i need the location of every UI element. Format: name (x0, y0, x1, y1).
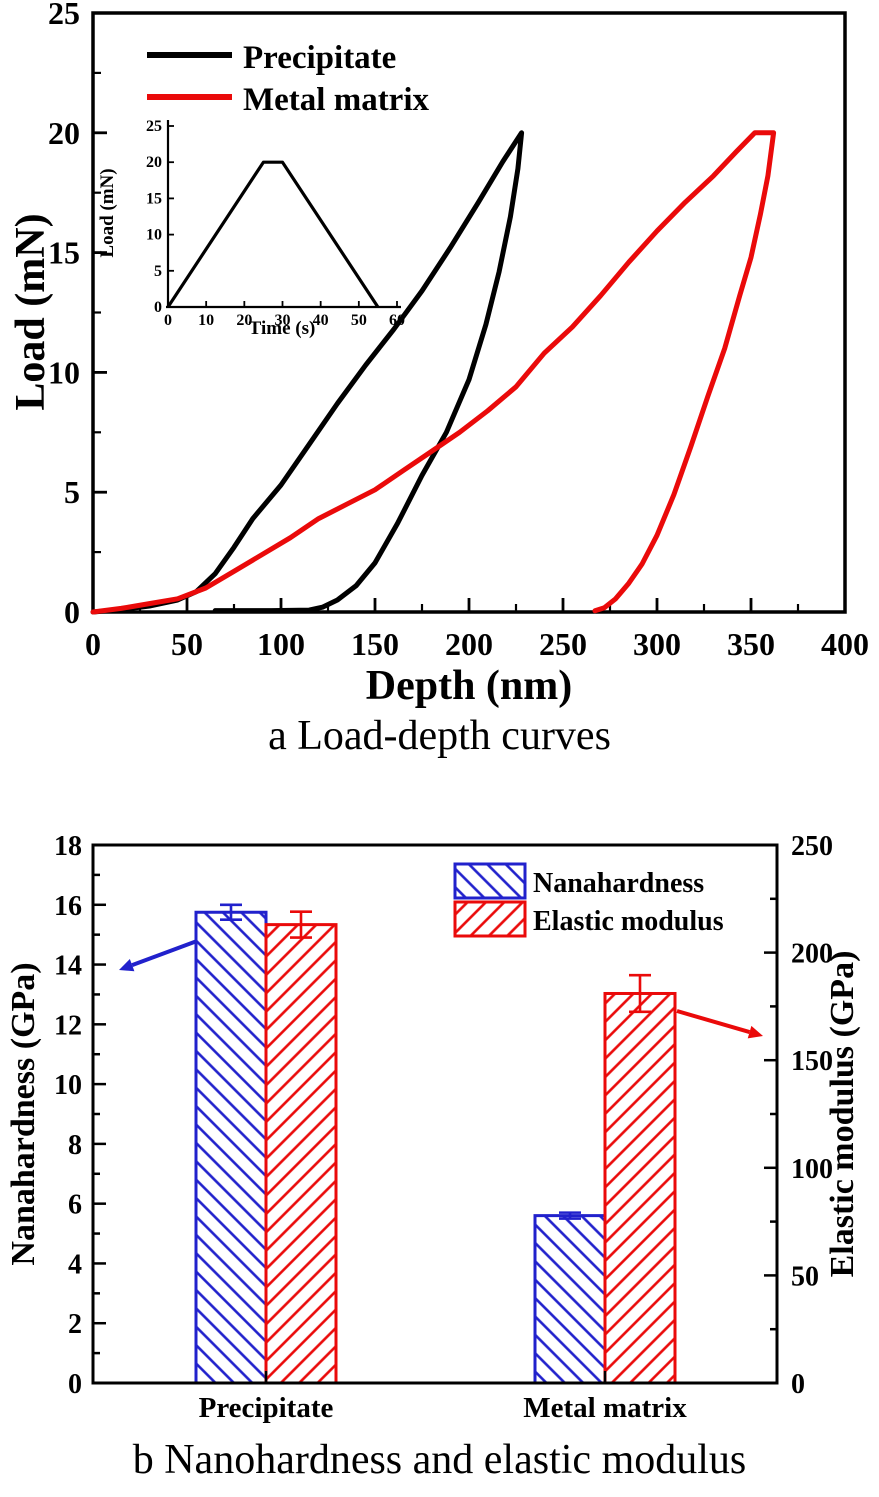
tick-label: 8 (68, 1130, 82, 1161)
tick-label: 0 (68, 1369, 82, 1400)
tick-label: 0 (164, 312, 172, 329)
chart-b-axes: 0 2 4 6 8 10 12 14 16 18 0 50 100 150 200 250 Precipitat… (54, 831, 833, 1424)
tick-label: 250 (539, 626, 587, 662)
chart-b-bars (194, 903, 677, 1385)
tick-label: 5 (64, 474, 80, 510)
tick-label: 16 (54, 891, 82, 922)
tick-label: 40 (313, 312, 329, 329)
tick-label: 10 (146, 227, 162, 244)
tick-label: 15 (48, 235, 80, 271)
chart-a-curves (90, 130, 777, 615)
legend-label-precipitate: Precipitate (243, 40, 396, 76)
tick-label: 250 (791, 831, 833, 862)
tick-label: 50 (791, 1261, 819, 1292)
tick-label: 60 (389, 312, 405, 329)
tick-label: 100 (257, 626, 305, 662)
tick-label: 18 (54, 831, 82, 862)
inset-load-time-curve (166, 160, 380, 308)
tick-label: 12 (54, 1010, 82, 1041)
tick-label: 50 (171, 626, 203, 662)
tick-label: 10 (48, 354, 80, 390)
tick-label: 0 (791, 1369, 805, 1400)
inset-x-axis-title: Time (s) (249, 318, 316, 339)
left-axis-title-b: Nanahardness (GPa) (5, 962, 42, 1265)
tick-label: 6 (68, 1190, 82, 1221)
tick-label: 200 (445, 626, 493, 662)
tick-label: 350 (727, 626, 775, 662)
tick-label: 150 (791, 1046, 833, 1077)
tick-label: 100 (791, 1154, 833, 1185)
tick-label: 4 (68, 1249, 82, 1280)
tick-label: 14 (54, 951, 82, 982)
inset-load-time-chart: 0 5 10 15 20 25 0 10 20 30 40 50 60 Load (mN) Time (… (97, 118, 405, 339)
tick-label: 300 (633, 626, 681, 662)
right-axis-title-b: Elastic modulus (GPa) (824, 951, 861, 1278)
tick-label: 200 (791, 939, 833, 970)
tick-label: 20 (48, 115, 80, 151)
tick-label: 0 (85, 626, 101, 662)
elastic-modulus-arrow (676, 1009, 763, 1039)
inset-y-axis-title: Load (mN) (97, 168, 118, 257)
curve-precipitate (90, 130, 525, 615)
bar-nanahardness-precipitate (194, 910, 268, 1385)
tick-label: 25 (146, 118, 162, 135)
tick-label: 0 (64, 594, 80, 630)
chart-b-annotations (119, 939, 763, 1039)
tick-label: Precipitate (199, 1392, 334, 1424)
chart-b-legend: Nanahardness Elastic modulus (453, 862, 724, 938)
bar-nanahardness-metal-matrix (533, 1214, 607, 1385)
bar-elastic-modulus-metal-matrix (603, 991, 677, 1385)
caption-a: a Load-depth curves (268, 713, 611, 759)
tick-label: 20 (146, 154, 162, 171)
tick-label: 50 (351, 312, 367, 329)
legend-label-elastic-modulus: Elastic modulus (533, 906, 724, 937)
bar-chart: 0 2 4 6 8 10 12 14 16 18 0 50 100 150 200 250 Precipitat… (5, 831, 861, 1424)
tick-label: 2 (68, 1309, 82, 1340)
tick-label: 20 (236, 312, 252, 329)
y-axis-title-a: Load (mN) (8, 213, 54, 410)
tick-label: 10 (54, 1070, 82, 1101)
curve-metal-matrix (90, 130, 777, 615)
tick-label: 400 (821, 626, 869, 662)
tick-label: 30 (275, 312, 291, 329)
tick-label: Metal matrix (523, 1392, 687, 1424)
tick-label: 150 (351, 626, 399, 662)
tick-label: 25 (48, 0, 80, 31)
bar-elastic-modulus-precipitate (264, 923, 338, 1385)
x-axis-title-a: Depth (nm) (366, 663, 573, 709)
legend-label-nanahardness: Nanahardness (533, 868, 704, 899)
legend-swatch-elastic-modulus (453, 900, 527, 938)
tick-label: 10 (198, 312, 214, 329)
chart-a-legend: Precipitate Metal matrix (147, 40, 429, 118)
tick-label: 15 (146, 190, 162, 207)
legend-swatch-nanahardness (453, 862, 527, 900)
tick-label: 0 (154, 299, 162, 316)
caption-b: b Nanohardness and elastic modulus (132, 1437, 747, 1483)
tick-label: 5 (154, 263, 162, 280)
inset-axes: 0 5 10 15 20 25 0 10 20 30 40 50 60 (146, 118, 405, 329)
legend-label-metal-matrix: Metal matrix (243, 82, 429, 118)
nanahardness-arrow (119, 939, 198, 972)
